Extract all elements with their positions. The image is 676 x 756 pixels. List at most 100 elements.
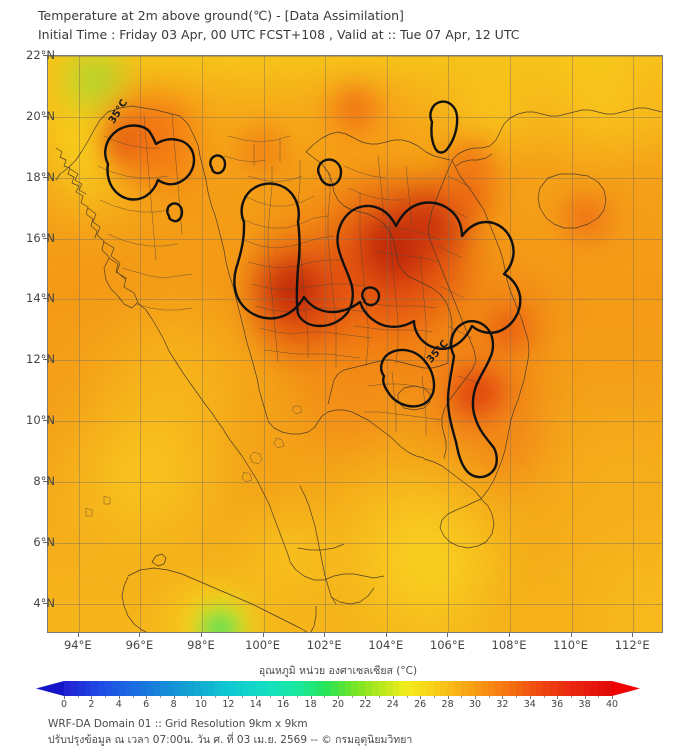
grid-line-longitude <box>263 56 265 632</box>
colorbar-tick-label: 12 <box>222 699 235 710</box>
x-tick-mark <box>570 633 572 637</box>
x-tick-label: 112°E <box>614 638 650 652</box>
y-tick-mark <box>43 55 47 56</box>
colorbar-segment <box>289 681 297 696</box>
colorbar-segment <box>194 681 201 696</box>
colorbar-segment <box>221 681 229 696</box>
colorbar-segment <box>105 681 112 696</box>
colorbar-segment <box>590 681 598 696</box>
colorbar-tick <box>516 696 518 698</box>
colorbar-segment <box>98 681 106 696</box>
colorbar-tick <box>255 696 257 699</box>
colorbar-segment <box>84 681 92 696</box>
map-figure: 35°C 35°C 22°N 20°N 18°N 16°N 14°N 12°N … <box>0 46 676 652</box>
colorbar-tick <box>420 696 422 699</box>
colorbar-segment <box>426 681 434 696</box>
grid-line-longitude <box>386 56 388 632</box>
y-tick-mark <box>43 115 47 117</box>
colorbar-segment <box>248 681 256 696</box>
colorbar-segment <box>276 681 283 696</box>
colorbar-segment <box>440 681 448 696</box>
colorbar-tick-label: 36 <box>551 699 564 710</box>
colorbar-segment <box>200 681 208 696</box>
x-tick-label: 94°E <box>63 638 92 652</box>
grid-line-latitude <box>48 299 662 301</box>
page-title: Temperature at 2m above ground(℃) - [Dat… <box>38 6 638 44</box>
colorbar-tick <box>379 696 381 698</box>
colorbar-segment <box>262 681 270 696</box>
x-tick-mark <box>632 633 634 637</box>
colorbar-segment <box>132 681 140 696</box>
x-tick-mark <box>447 633 449 637</box>
x-tick-mark <box>139 633 141 637</box>
colorbar-segment <box>351 681 359 696</box>
colorbar-segment <box>365 681 372 696</box>
y-tick-label: 10°N <box>26 413 55 428</box>
colorbar-over-arrow <box>612 681 640 696</box>
x-tick-label: 108°E <box>491 638 527 652</box>
colorbar-tick-label: 0 <box>60 699 68 710</box>
colorbar-segment <box>139 681 147 696</box>
grid-line-latitude <box>48 177 662 179</box>
y-tick-mark <box>43 541 47 543</box>
colorbar-segment <box>344 681 352 696</box>
colorbar-tick <box>529 696 531 699</box>
x-tick-mark <box>324 633 326 637</box>
x-tick-label: 106°E <box>429 638 465 652</box>
colorbar-segment <box>563 681 571 696</box>
colorbar-segment <box>228 681 236 696</box>
temperature-field: 35°C 35°C <box>48 56 662 632</box>
colorbar-tick <box>283 696 285 699</box>
title-line-2: Initial Time : Friday 03 Apr, 00 UTC FCS… <box>38 27 520 42</box>
colorbar-tick-label: 28 <box>441 699 454 710</box>
colorbar-segment <box>502 681 509 696</box>
colorbar-tick <box>447 696 449 699</box>
colorbar-tick <box>64 696 65 699</box>
colorbar-tick <box>77 696 79 698</box>
field-blob <box>484 294 534 364</box>
temperature-map-plot[interactable]: 35°C 35°C <box>47 55 663 633</box>
x-tick-mark <box>77 633 79 637</box>
colorbar-segment <box>460 681 468 696</box>
colorbar-tick <box>132 696 134 698</box>
colorbar-segment <box>337 681 345 696</box>
grid-line-latitude <box>48 421 662 423</box>
colorbar-tick-label: 4 <box>115 699 122 710</box>
colorbar-segment <box>488 681 496 696</box>
colorbar: อุณหภูมิ หน่วย องศาเซลเซียส (°C) 0 2 4 6 8 10… <box>0 662 676 714</box>
colorbar-segment <box>515 681 523 696</box>
colorbar-segment <box>378 681 386 696</box>
colorbar-tick <box>338 696 339 699</box>
colorbar-segment <box>330 681 338 696</box>
colorbar-segment <box>406 681 414 696</box>
colorbar-segment <box>474 681 482 696</box>
colorbar-segment <box>70 681 78 696</box>
y-tick-label: 20°N <box>26 108 55 123</box>
colorbar-tick <box>475 696 476 699</box>
field-blob <box>560 198 606 234</box>
colorbar-segment <box>283 681 290 696</box>
colorbar-gradient[interactable] <box>64 681 612 696</box>
colorbar-segment <box>495 681 502 696</box>
colorbar-tick <box>461 696 463 698</box>
colorbar-tick <box>269 696 271 698</box>
colorbar-tick-label: 2 <box>88 699 95 710</box>
y-tick-label: 8°N <box>33 473 55 488</box>
y-tick-label: 12°N <box>26 352 55 367</box>
colorbar-segment <box>522 681 530 696</box>
colorbar-segment <box>577 681 585 696</box>
grid-line-longitude <box>325 56 327 632</box>
colorbar-segment <box>111 681 119 696</box>
colorbar-segment <box>399 681 407 696</box>
colorbar-tick <box>214 696 216 698</box>
colorbar-segment <box>180 681 188 696</box>
grid-line-latitude <box>48 238 662 240</box>
colorbar-tick-label: 34 <box>523 699 536 710</box>
y-tick-label: 6°N <box>33 534 55 549</box>
colorbar-tick <box>392 696 394 699</box>
colorbar-tick-label: 24 <box>386 699 399 710</box>
footer-line-2: ปรับปรุงข้อมูล ณ เวลา 07:00น. วัน ศ. ที่… <box>48 734 413 746</box>
grid-line-latitude <box>48 56 662 57</box>
colorbar-segment <box>146 681 153 696</box>
colorbar-tick <box>118 696 120 699</box>
